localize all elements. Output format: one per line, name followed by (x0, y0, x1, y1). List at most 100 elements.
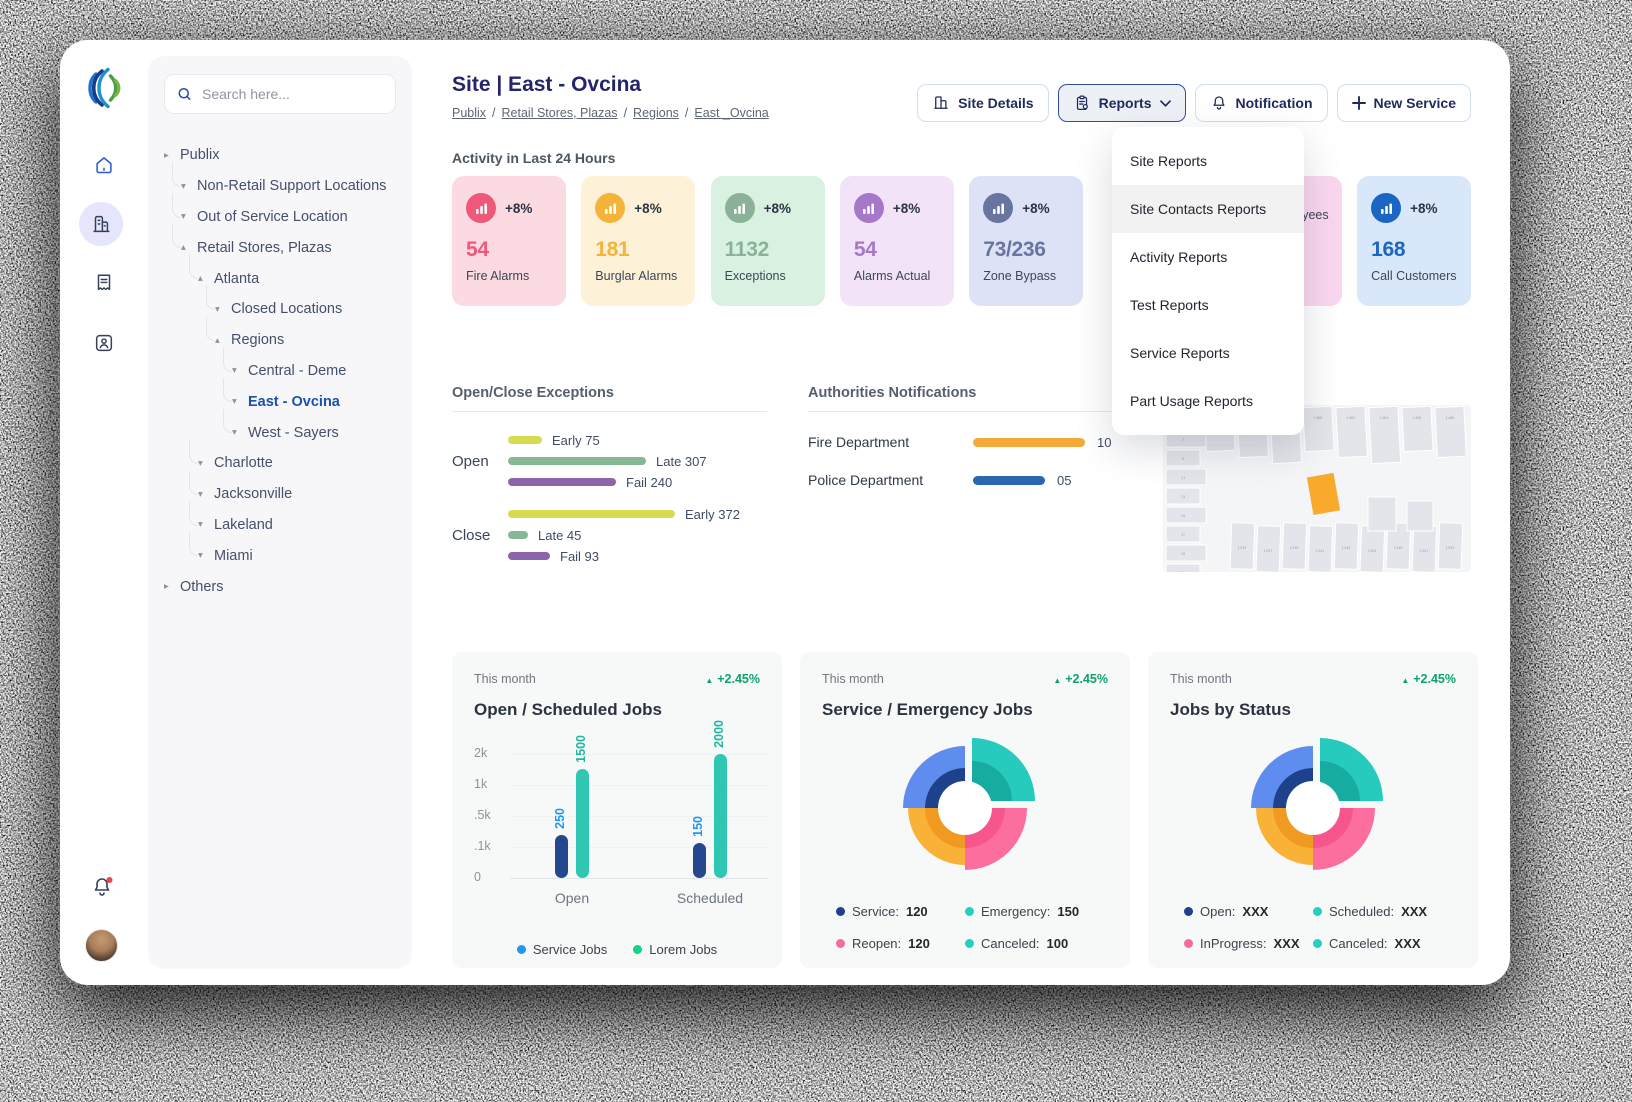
caret-down-icon[interactable]: ▾ (232, 365, 237, 377)
receipt-icon[interactable] (93, 272, 115, 294)
tree-item-central-deme[interactable]: ▾ Central - Deme (148, 347, 412, 387)
menu-item-activity-reports[interactable]: Activity Reports (1130, 249, 1228, 265)
delta-label: +8% (505, 200, 533, 216)
legend-item-open: Open: XXX (1184, 904, 1313, 919)
site-details-button[interactable]: Site Details (917, 84, 1049, 122)
tree-item-west-sayers[interactable]: ▾ West - Sayers (148, 409, 412, 448)
x-axis-label-scheduled: Scheduled (676, 890, 744, 906)
tree-connector (206, 316, 215, 341)
caret-down-icon[interactable]: ▾ (232, 427, 237, 439)
icon-rail (60, 40, 148, 985)
bar-value-label: Early 75 (552, 432, 600, 448)
caret-down-icon[interactable]: ▾ (181, 180, 186, 192)
tree-item-label: Atlanta (214, 270, 260, 287)
metric-value: 54 (466, 238, 489, 261)
legend-dot-icon (633, 945, 643, 954)
tree-connector (223, 378, 232, 403)
plus-icon (1351, 96, 1366, 110)
legend-label: InProgress: (1200, 936, 1267, 951)
caret-down-icon[interactable]: ▾ (198, 519, 203, 531)
legend-dot-icon (965, 907, 974, 916)
activity-cards: +8% 54 Fire Alarms +8% 181 Burglar Alarms +8% 1… (452, 176, 1472, 306)
bar-pill (508, 478, 616, 486)
tree-item-jacksonville[interactable]: ▾ Jacksonville (148, 470, 412, 510)
breadcrumb-link-east-ovcina[interactable]: East _Ovcina (694, 106, 769, 120)
legend-value: XXX (1401, 904, 1428, 919)
authority-value: 10 (1097, 434, 1112, 450)
caret-down-icon[interactable]: ▾ (198, 550, 203, 562)
tree-item-miami[interactable]: ▾ Miami (148, 532, 412, 571)
caret-up-icon[interactable]: ▴ (181, 242, 186, 254)
location-tree: ▸ Publix ▾ Non-Retail Support Locations ▾ Out… (148, 140, 412, 602)
breadcrumb-link-publix[interactable]: Publix (452, 106, 487, 120)
tree-item-closed-locations[interactable]: ▾ Closed Locations (148, 285, 412, 325)
tree-item-retail-stores-plazas[interactable]: ▴ Retail Stores, Plazas (148, 224, 412, 263)
legend-label: Open: (1200, 904, 1236, 919)
caret-down-icon[interactable]: ▾ (215, 303, 220, 315)
tree-item-others[interactable]: ▸ Others (148, 571, 412, 602)
bar-pill (508, 436, 542, 444)
tree-item-atlanta[interactable]: ▴ Atlanta (148, 255, 412, 294)
tree-item-regions[interactable]: ▴ Regions (148, 316, 412, 356)
caret-right-icon[interactable]: ▸ (164, 581, 169, 593)
menu-item-site-reports[interactable]: Site Reports (1130, 153, 1208, 169)
caret-down-icon[interactable]: ▾ (198, 457, 203, 469)
search-box[interactable] (164, 74, 396, 114)
bar-pill (508, 552, 550, 560)
chart-legend: Open: XXX Scheduled: XXX InProgress: XXX Ca… (1170, 904, 1456, 951)
legend-item-canceled: Canceled: XXX (1313, 936, 1442, 951)
menu-item-site-contacts-reports[interactable]: Site Contacts Reports (1112, 185, 1304, 233)
activity-card-fire-alarms: +8% 54 Fire Alarms (452, 176, 566, 306)
bar-value-label: 1500 (574, 735, 588, 763)
caret-down-icon[interactable]: ▾ (198, 488, 203, 500)
buildings-icon (93, 215, 110, 233)
reports-button[interactable]: Reports (1057, 84, 1186, 122)
caret-right-icon[interactable]: ▸ (164, 149, 169, 161)
notification-dot (106, 877, 113, 883)
tree-item-non-retail-support-locations[interactable]: ▾ Non-Retail Support Locations (148, 162, 412, 202)
donut-hole (938, 781, 992, 835)
site-details-label: Site Details (958, 95, 1034, 111)
bar-value-label: Fail 240 (626, 474, 673, 490)
tree-item-charlotte[interactable]: ▾ Charlotte (148, 439, 412, 479)
tree-item-east-ovcina[interactable]: ▾ East - Ovcina (148, 378, 412, 417)
tree-item-out-of-service-location[interactable]: ▾ Out of Service Location (148, 193, 412, 233)
svg-text:11: 11 (1181, 476, 1185, 480)
caret-down-icon[interactable]: ▾ (232, 396, 237, 408)
svg-text:1464: 1464 (1380, 416, 1389, 420)
legend-dot-icon (1313, 907, 1322, 916)
breadcrumb-link-regions[interactable]: Regions (633, 106, 679, 120)
home-icon[interactable] (93, 154, 115, 176)
bar-value-label: Late 45 (538, 527, 582, 543)
menu-item-test-reports[interactable]: Test Reports (1130, 297, 1209, 313)
new-service-button[interactable]: New Service (1336, 84, 1471, 122)
menu-item-part-usage-reports[interactable]: Part Usage Reports (1130, 393, 1253, 409)
caret-down-icon[interactable]: ▾ (181, 211, 186, 223)
search-input[interactable] (202, 86, 383, 102)
notifications-bell-icon[interactable] (90, 875, 116, 899)
jobs-by-status-card: This month ▲ +2.45% Jobs by Status Open: … (1148, 652, 1478, 968)
tree-connector (189, 532, 198, 557)
legend-item-inprogress: InProgress: XXX (1184, 936, 1313, 951)
bell-icon (1212, 96, 1225, 110)
legend-label: Scheduled: (1329, 904, 1395, 919)
tree-item-publix[interactable]: ▸ Publix (148, 140, 412, 171)
tree-item-label: Regions (231, 332, 285, 349)
activity-card-zone-bypass: +8% 73/236 Zone Bypass (969, 176, 1084, 306)
y-axis-tick: 0 (474, 870, 481, 884)
legend-dot-icon (836, 939, 845, 948)
metric-value: 1132 (724, 238, 770, 261)
menu-item-service-reports[interactable]: Service Reports (1130, 345, 1230, 361)
caret-up-icon[interactable]: ▴ (215, 334, 220, 346)
legend-value: 120 (905, 904, 928, 919)
tree-item-label: East - Ovcina (248, 393, 340, 410)
svg-text:15: 15 (1181, 514, 1185, 518)
notification-button[interactable]: Notification (1194, 84, 1328, 122)
user-avatar[interactable] (85, 929, 118, 962)
contacts-icon[interactable] (93, 332, 115, 354)
caret-up-icon[interactable]: ▴ (198, 273, 203, 285)
svg-text:13: 13 (1181, 495, 1185, 499)
breadcrumb-link-retail-stores-plazas[interactable]: Retail Stores, Plazas (501, 106, 618, 120)
sites-nav-active-circle[interactable] (79, 202, 123, 246)
tree-item-lakeland[interactable]: ▾ Lakeland (148, 501, 412, 541)
